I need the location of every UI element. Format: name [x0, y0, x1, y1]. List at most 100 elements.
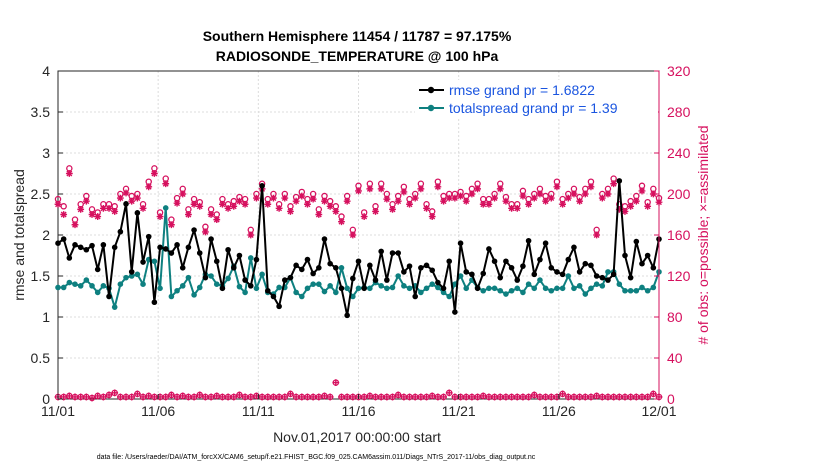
- obs-assimilated-point: [338, 218, 345, 225]
- obs-near-zero-point: [179, 393, 186, 400]
- x-tick-label: 11/26: [542, 403, 576, 419]
- y-tick-label-left: 2.5: [31, 186, 51, 202]
- rmse-point: [78, 245, 84, 251]
- rmse-point: [571, 245, 577, 251]
- obs-assimilated-point: [644, 203, 651, 210]
- y-tick-label-right: 280: [667, 104, 691, 120]
- totalspread-point: [634, 288, 640, 294]
- rmse-point: [169, 250, 175, 256]
- rmse-point: [594, 273, 600, 279]
- totalspread-point: [480, 288, 486, 294]
- totalspread-point: [651, 285, 657, 291]
- rmse-point: [271, 294, 277, 300]
- totalspread-point: [327, 283, 333, 289]
- rmse-point: [95, 267, 101, 273]
- totalspread-point: [322, 289, 328, 295]
- obs-near-zero-point: [446, 389, 453, 396]
- obs-near-zero-point: [213, 393, 220, 400]
- totalspread-point: [305, 286, 311, 292]
- rmse-point: [259, 183, 265, 189]
- totalspread-point: [407, 286, 413, 292]
- obs-assimilated-point: [140, 205, 147, 212]
- y-tick-label-right: 80: [667, 309, 683, 325]
- totalspread-point: [299, 294, 305, 300]
- rmse-point: [446, 258, 452, 264]
- rmse-point: [639, 261, 645, 267]
- totalspread-point: [565, 273, 571, 279]
- rmse-point: [163, 246, 169, 252]
- rmse-point: [645, 253, 651, 259]
- totalspread-point: [67, 280, 73, 286]
- x-tick-label: 11/11: [242, 403, 275, 419]
- obs-assimilated-point: [531, 195, 538, 202]
- rmse-point: [458, 240, 464, 246]
- rmse-point: [373, 277, 379, 283]
- y-tick-label-left: 3: [42, 145, 50, 161]
- totalspread-point: [588, 286, 594, 292]
- y-tick-label-left: 2: [42, 227, 50, 243]
- rmse-point: [237, 253, 243, 259]
- obs-assimilated-point: [276, 205, 283, 212]
- totalspread-point: [169, 294, 175, 300]
- totalspread-point: [191, 292, 197, 298]
- chart-title: Southern Hemisphere 11454 / 11787 = 97.1…: [203, 28, 512, 64]
- obs-assimilated-point: [565, 195, 572, 202]
- totalspread-point: [600, 283, 606, 289]
- rmse-point: [548, 265, 554, 271]
- obs-assimilated-point: [525, 201, 532, 208]
- obs-assimilated-point: [389, 206, 396, 213]
- obs-assimilated-point: [605, 191, 612, 198]
- totalspread-point: [101, 283, 107, 289]
- totalspread-point: [554, 286, 560, 292]
- totalspread-point: [112, 304, 118, 310]
- rmse-point: [424, 263, 430, 269]
- rmse-point: [418, 265, 424, 271]
- totalspread-point: [486, 286, 492, 292]
- obs-assimilated-point: [633, 198, 640, 205]
- totalspread-point: [367, 286, 373, 292]
- rmse-point: [299, 267, 305, 273]
- obs-assimilated-point: [434, 183, 441, 190]
- obs-assimilated-point: [83, 198, 90, 205]
- obs-assimilated-point: [497, 185, 504, 192]
- rmse-point: [293, 263, 299, 269]
- rmse-point: [327, 261, 333, 267]
- totalspread-point: [492, 286, 498, 292]
- rmse-point: [339, 286, 345, 292]
- rmse-point: [543, 240, 549, 246]
- rmse-point: [333, 265, 339, 271]
- totalspread-point: [293, 290, 299, 296]
- rmse-point: [537, 257, 543, 263]
- y-tick-label-right: 320: [667, 63, 691, 79]
- obs-near-zero-point: [480, 393, 487, 400]
- obs-assimilated-point: [395, 198, 402, 205]
- totalspread-point: [152, 258, 158, 264]
- y-tick-label-left: 1: [42, 309, 50, 325]
- totalspread-point: [531, 286, 537, 292]
- obs-assimilated-point: [412, 195, 419, 202]
- rmse-point: [322, 236, 328, 242]
- obs-assimilated-point: [610, 180, 617, 187]
- obs-assimilated-point: [304, 201, 311, 208]
- rmse-point: [560, 272, 566, 278]
- totalspread-point: [594, 281, 600, 287]
- y-tick-label-right: 40: [667, 350, 683, 366]
- obs-assimilated-point: [639, 188, 646, 195]
- rmse-point: [316, 265, 322, 271]
- obs-assimilated-point: [208, 211, 215, 218]
- rmse-point: [288, 275, 294, 281]
- rmse-point: [628, 275, 634, 281]
- totalspread-point: [242, 290, 248, 296]
- totalspread-point: [514, 286, 520, 292]
- y-tick-label-left: 3.5: [31, 104, 51, 120]
- obs-assimilated-point: [162, 180, 169, 187]
- totalspread-point: [497, 288, 503, 294]
- obs-assimilated-point: [151, 170, 158, 177]
- y-tick-label-right: 160: [667, 227, 691, 243]
- totalspread-point: [157, 286, 163, 292]
- totalspread-point: [628, 288, 634, 294]
- rmse-point: [123, 201, 129, 207]
- rmse-point: [197, 250, 203, 256]
- obs-assimilated-point: [520, 193, 527, 200]
- y-axis-label-right: # of obs: o=possible; ×=assimilated: [695, 125, 711, 344]
